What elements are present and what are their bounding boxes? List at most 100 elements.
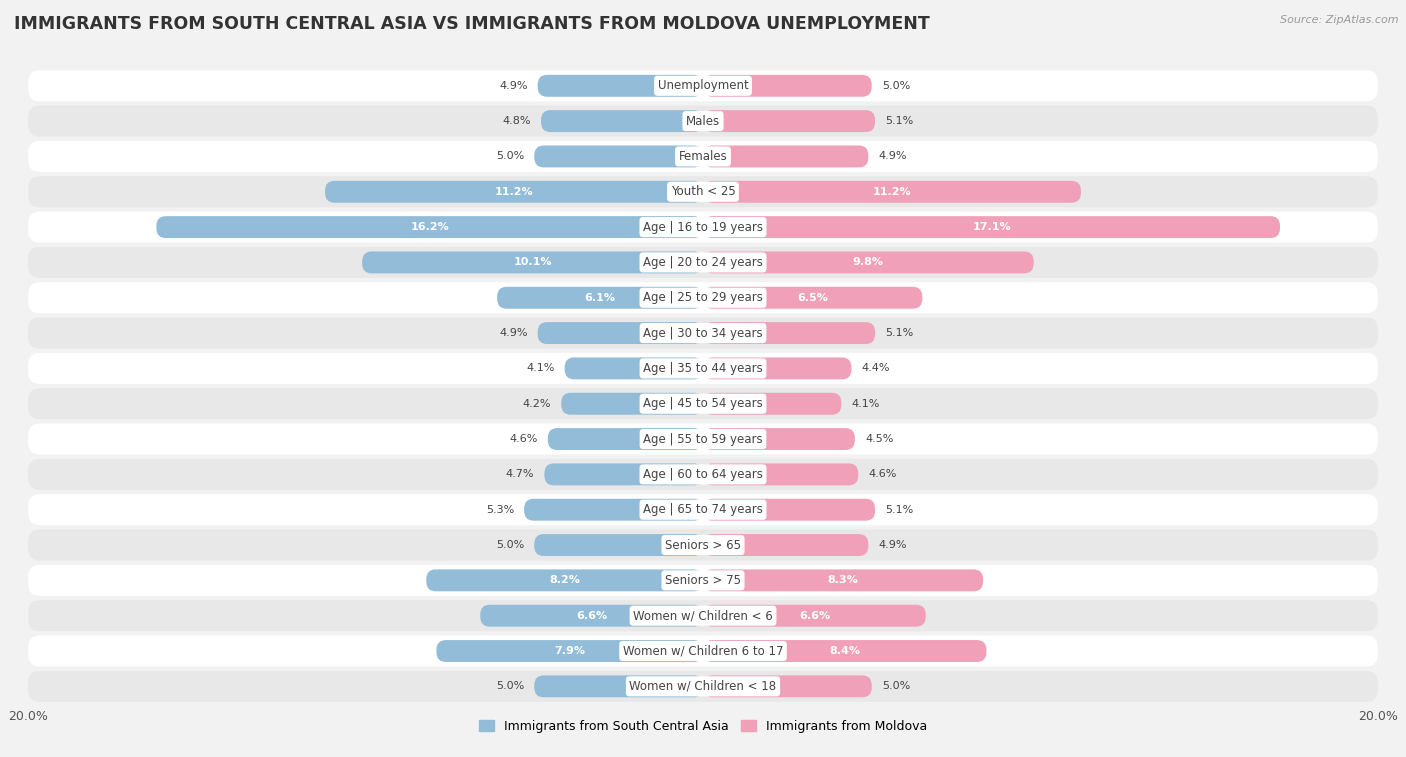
FancyBboxPatch shape [544,463,703,485]
Text: 4.4%: 4.4% [862,363,890,373]
Text: 4.9%: 4.9% [879,540,907,550]
Text: 16.2%: 16.2% [411,222,449,232]
Text: 4.2%: 4.2% [523,399,551,409]
FancyBboxPatch shape [703,357,852,379]
Text: Males: Males [686,114,720,128]
FancyBboxPatch shape [363,251,703,273]
FancyBboxPatch shape [426,569,703,591]
FancyBboxPatch shape [28,635,1378,667]
FancyBboxPatch shape [28,459,1378,490]
FancyBboxPatch shape [28,423,1378,455]
FancyBboxPatch shape [28,282,1378,313]
Text: 4.5%: 4.5% [865,434,893,444]
FancyBboxPatch shape [703,499,875,521]
FancyBboxPatch shape [703,675,872,697]
Text: 5.0%: 5.0% [496,681,524,691]
Text: 4.9%: 4.9% [879,151,907,161]
FancyBboxPatch shape [28,211,1378,243]
Text: Unemployment: Unemployment [658,79,748,92]
Text: 5.0%: 5.0% [882,81,910,91]
FancyBboxPatch shape [28,600,1378,631]
Text: 6.1%: 6.1% [585,293,616,303]
Text: 5.1%: 5.1% [886,116,914,126]
Text: Age | 35 to 44 years: Age | 35 to 44 years [643,362,763,375]
Text: 11.2%: 11.2% [495,187,533,197]
Text: Age | 20 to 24 years: Age | 20 to 24 years [643,256,763,269]
Text: 5.1%: 5.1% [886,505,914,515]
FancyBboxPatch shape [541,111,703,132]
Text: IMMIGRANTS FROM SOUTH CENTRAL ASIA VS IMMIGRANTS FROM MOLDOVA UNEMPLOYMENT: IMMIGRANTS FROM SOUTH CENTRAL ASIA VS IM… [14,15,929,33]
FancyBboxPatch shape [534,534,703,556]
FancyBboxPatch shape [28,141,1378,172]
FancyBboxPatch shape [703,428,855,450]
Text: 4.1%: 4.1% [526,363,554,373]
Text: Age | 16 to 19 years: Age | 16 to 19 years [643,220,763,234]
FancyBboxPatch shape [561,393,703,415]
FancyBboxPatch shape [534,675,703,697]
Text: 7.9%: 7.9% [554,646,585,656]
Text: 5.0%: 5.0% [882,681,910,691]
Text: 10.1%: 10.1% [513,257,551,267]
FancyBboxPatch shape [703,569,983,591]
Text: 9.8%: 9.8% [853,257,884,267]
Text: 5.0%: 5.0% [496,540,524,550]
FancyBboxPatch shape [28,317,1378,349]
FancyBboxPatch shape [537,75,703,97]
FancyBboxPatch shape [436,640,703,662]
FancyBboxPatch shape [703,181,1081,203]
FancyBboxPatch shape [565,357,703,379]
FancyBboxPatch shape [28,388,1378,419]
FancyBboxPatch shape [703,145,869,167]
Text: 17.1%: 17.1% [972,222,1011,232]
Text: Seniors > 75: Seniors > 75 [665,574,741,587]
FancyBboxPatch shape [703,287,922,309]
FancyBboxPatch shape [28,494,1378,525]
FancyBboxPatch shape [703,640,987,662]
Text: 6.6%: 6.6% [799,611,830,621]
FancyBboxPatch shape [703,393,841,415]
Text: 5.0%: 5.0% [496,151,524,161]
Text: 5.3%: 5.3% [486,505,515,515]
Text: 8.3%: 8.3% [828,575,859,585]
FancyBboxPatch shape [28,671,1378,702]
FancyBboxPatch shape [703,111,875,132]
Text: Age | 65 to 74 years: Age | 65 to 74 years [643,503,763,516]
Text: 4.7%: 4.7% [506,469,534,479]
Text: Youth < 25: Youth < 25 [671,185,735,198]
Text: Age | 30 to 34 years: Age | 30 to 34 years [643,326,763,340]
FancyBboxPatch shape [703,251,1033,273]
FancyBboxPatch shape [28,565,1378,596]
Text: 4.6%: 4.6% [869,469,897,479]
FancyBboxPatch shape [703,322,875,344]
FancyBboxPatch shape [703,217,1279,238]
Text: Age | 60 to 64 years: Age | 60 to 64 years [643,468,763,481]
FancyBboxPatch shape [534,145,703,167]
FancyBboxPatch shape [537,322,703,344]
Text: 4.9%: 4.9% [499,328,527,338]
FancyBboxPatch shape [28,176,1378,207]
Text: 4.6%: 4.6% [509,434,537,444]
FancyBboxPatch shape [703,75,872,97]
Text: Source: ZipAtlas.com: Source: ZipAtlas.com [1281,15,1399,25]
Text: 4.1%: 4.1% [852,399,880,409]
Legend: Immigrants from South Central Asia, Immigrants from Moldova: Immigrants from South Central Asia, Immi… [479,720,927,733]
Text: Age | 25 to 29 years: Age | 25 to 29 years [643,291,763,304]
FancyBboxPatch shape [703,605,925,627]
FancyBboxPatch shape [703,534,869,556]
Text: Women w/ Children < 18: Women w/ Children < 18 [630,680,776,693]
Text: 4.8%: 4.8% [502,116,531,126]
Text: Age | 45 to 54 years: Age | 45 to 54 years [643,397,763,410]
Text: Age | 55 to 59 years: Age | 55 to 59 years [643,432,763,446]
Text: Women w/ Children < 6: Women w/ Children < 6 [633,609,773,622]
Text: 4.9%: 4.9% [499,81,527,91]
FancyBboxPatch shape [548,428,703,450]
FancyBboxPatch shape [325,181,703,203]
FancyBboxPatch shape [498,287,703,309]
Text: 11.2%: 11.2% [873,187,911,197]
FancyBboxPatch shape [481,605,703,627]
FancyBboxPatch shape [156,217,703,238]
Text: 6.5%: 6.5% [797,293,828,303]
FancyBboxPatch shape [28,105,1378,137]
Text: Women w/ Children 6 to 17: Women w/ Children 6 to 17 [623,644,783,658]
Text: 8.4%: 8.4% [830,646,860,656]
